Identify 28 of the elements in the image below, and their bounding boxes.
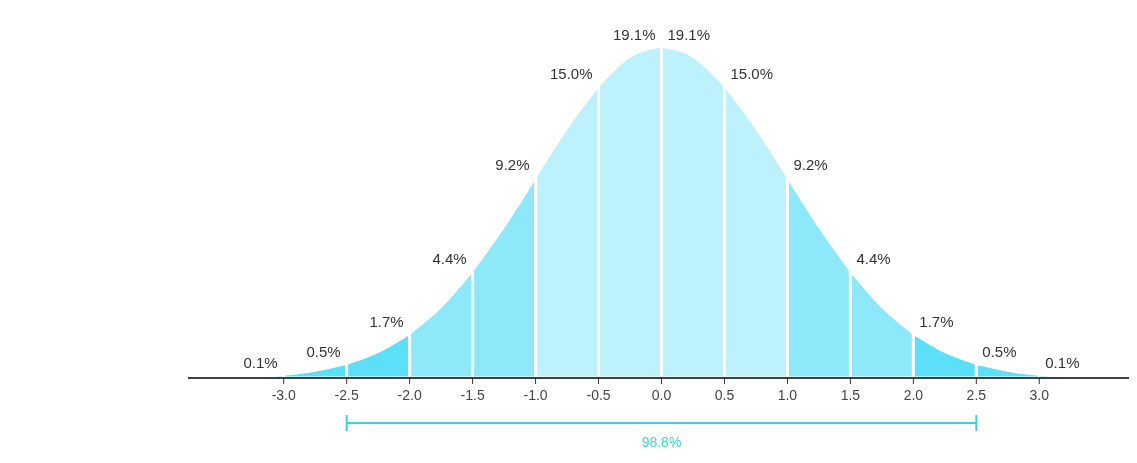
x-tick-label: -0.5 [586,387,611,403]
annotation: 9.2% [495,156,530,174]
x-tick-label: -1.0 [523,387,548,403]
annotation: 4.4% [856,250,891,268]
annotation: 19.1% [612,26,656,43]
annotation: 0.1% [1045,354,1080,372]
x-tick-label: 1.0 [777,387,798,403]
annotation: 15.0% [730,65,774,83]
annotation: 19.1% [667,26,711,43]
annotation: 1.7% [919,313,954,331]
x-tick-label: -3.0 [271,387,296,403]
text: 98.8% [641,434,682,450]
annotation: 15.0% [549,65,593,83]
x-tick-label: -2.5 [334,387,359,403]
x-tick-label: 0.5 [714,387,735,403]
annotation: 1.7% [369,313,404,331]
annotation: 0.1% [243,354,278,372]
x-tick-label: 0.0 [651,387,672,403]
x-tick-label: -2.0 [397,387,422,403]
annotation: 0.5% [306,343,341,361]
x-tick-label: 3.0 [1029,387,1050,403]
annotation: 9.2% [793,156,828,174]
x-tick-label: -1.5 [460,387,485,403]
x-tick-label: 2.5 [966,387,987,403]
annotation: 4.4% [432,250,467,268]
x-tick-label: 2.0 [903,387,924,403]
x-tick-label: 1.5 [840,387,861,403]
annotation: 0.5% [982,343,1017,361]
